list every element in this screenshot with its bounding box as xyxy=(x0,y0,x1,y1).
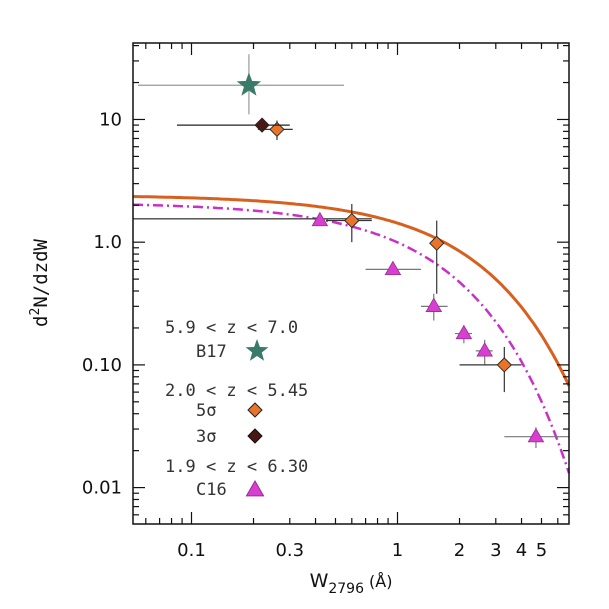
y-axis-title: d2N/dzdW xyxy=(28,238,52,326)
legend: 5.9 < z < 7.0 B17 2.0 < z < 5.45 5σ 3σ 1… xyxy=(165,318,308,500)
legend-group-title: 1.9 < z < 6.30 xyxy=(165,457,308,477)
data-point-5sigma xyxy=(496,357,512,373)
legend-marker-diamond-3sigma xyxy=(247,428,263,444)
x-tick-label: 0.3 xyxy=(275,540,304,561)
data-point-c16 xyxy=(455,324,473,340)
legend-group-title: 2.0 < z < 5.45 xyxy=(165,381,308,401)
fit-curve-5sigma xyxy=(132,195,571,387)
data-point-c16 xyxy=(425,297,443,312)
legend-marker-triangle xyxy=(245,479,265,497)
data-points xyxy=(138,54,569,449)
y-tick-label: 10 xyxy=(99,109,122,130)
y-tick-label: 0.01 xyxy=(82,478,122,499)
y-tick-label: 1.0 xyxy=(93,232,122,253)
legend-marker-diamond-5sigma xyxy=(247,402,263,418)
data-point-c16 xyxy=(527,427,545,443)
x-tick-label: 0.1 xyxy=(177,540,206,561)
data-point-3sigma xyxy=(254,117,270,133)
data-point-c16 xyxy=(384,260,402,276)
legend-label-5sigma: 5σ xyxy=(196,401,216,421)
data-point-5sigma xyxy=(269,121,285,138)
x-tick-label: 4 xyxy=(516,540,527,561)
data-point-c16 xyxy=(476,342,493,357)
legend-marker-star xyxy=(245,339,269,361)
data-point-c16 xyxy=(311,211,329,227)
data-point-b17 xyxy=(236,72,262,96)
data-point-5sigma xyxy=(429,235,445,251)
legend-label-b17: B17 xyxy=(196,342,227,362)
x-tick-label: 3 xyxy=(490,540,501,561)
x-tick-label: 1 xyxy=(392,540,403,561)
legend-label-3sigma: 3σ xyxy=(196,427,216,447)
legend-label-c16: C16 xyxy=(196,480,227,500)
legend-group-title: 5.9 < z < 7.0 xyxy=(165,318,298,338)
data-point-5sigma xyxy=(344,212,360,229)
ticks: 0.1 0.3 1 2 3 4 5 0.01 0.10 1.0 10 xyxy=(82,43,569,561)
x-tick-label: 5 xyxy=(536,540,547,561)
y-tick-label: 0.10 xyxy=(82,355,122,376)
x-tick-label: 2 xyxy=(454,540,465,561)
x-axis-title: W2796 (Å) xyxy=(310,570,393,597)
plot-frame xyxy=(132,42,570,525)
